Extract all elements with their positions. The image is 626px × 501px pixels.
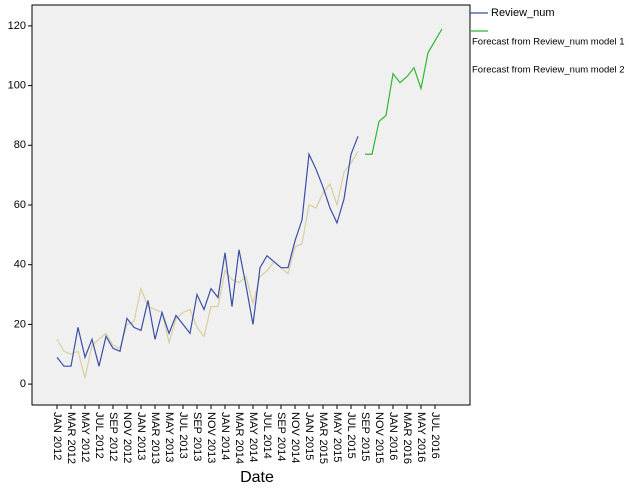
x-tick-label: MAR 2015: [317, 412, 329, 464]
y-tick-label: 120: [8, 20, 26, 32]
y-tick-label: 80: [14, 139, 26, 151]
series-line: [56, 150, 359, 379]
x-tick-label: MAY 2013: [163, 412, 175, 462]
x-tick-label: JAN 2012: [51, 412, 63, 460]
plot-area: [31, 4, 471, 406]
series-line: [365, 28, 443, 155]
x-tick-label: MAR 2014: [233, 412, 245, 464]
x-tick-label: MAR 2012: [65, 412, 77, 464]
x-tick-label: MAY 2015: [331, 412, 343, 462]
x-tick-label: MAR 2013: [149, 412, 161, 464]
x-tick-label: SEP 2012: [107, 412, 119, 461]
y-tick-label: 40: [14, 259, 26, 271]
x-tick-label: JUL 2015: [345, 412, 357, 459]
x-tick-label: JAN 2016: [387, 412, 399, 460]
y-tick-label: 20: [14, 318, 26, 330]
x-tick-label: JUL 2012: [93, 412, 105, 459]
y-tick-label: 100: [8, 80, 26, 92]
x-tick-label: SEP 2014: [275, 412, 287, 461]
legend-label: Forecast from Review_num model 2: [472, 65, 625, 76]
x-tick-label: JAN 2014: [219, 412, 231, 460]
legend-label: Forecast from Review_num model 1: [472, 37, 625, 48]
y-tick-label: 60: [14, 199, 26, 211]
x-tick-label: NOV 2012: [121, 412, 133, 463]
x-tick-label: NOV 2015: [373, 412, 385, 463]
x-tick-label: SEP 2015: [359, 412, 371, 461]
legend-label: Review_num: [491, 7, 555, 19]
x-tick-label: JUL 2016: [429, 412, 441, 459]
series-line: [56, 136, 359, 367]
x-tick-label: MAY 2014: [247, 412, 259, 462]
x-tick-label: SEP 2013: [191, 412, 203, 461]
x-tick-label: NOV 2013: [205, 412, 217, 463]
y-tick-label: 0: [20, 378, 26, 390]
x-tick-label: MAY 2012: [79, 412, 91, 462]
x-axis-label: Date: [240, 469, 274, 486]
x-tick-label: MAY 2016: [415, 412, 427, 462]
x-tick-label: NOV 2014: [289, 412, 301, 463]
x-tick-label: MAR 2016: [401, 412, 413, 464]
x-tick-label: JAN 2015: [303, 412, 315, 460]
x-tick-label: JUL 2014: [261, 412, 273, 459]
x-tick-label: JUL 2013: [177, 412, 189, 459]
x-tick-label: JAN 2013: [135, 412, 147, 460]
